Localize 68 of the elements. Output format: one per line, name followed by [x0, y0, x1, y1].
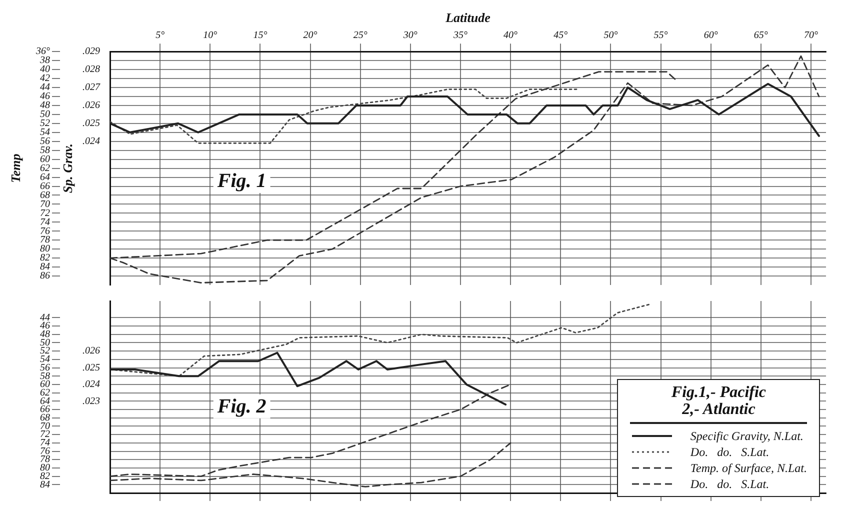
y-tick-label: 64	[40, 396, 50, 407]
legend-label: Do. do. S.Lat.	[690, 476, 770, 492]
x-tick-label: 35°	[452, 30, 468, 42]
y2-axis-title: Sp. Grav.	[60, 143, 76, 194]
y-tick-label: 82	[40, 470, 50, 482]
x-tick-label: 25°	[353, 30, 368, 42]
y2-tick-label: .029	[82, 46, 100, 58]
x-tick-label: 20°	[303, 30, 318, 42]
legend-title: Fig.1,- Pacific 2,- Atlantic	[630, 384, 807, 424]
x-tick-label: 55°	[654, 30, 668, 42]
y-tick-label: 58	[40, 144, 50, 156]
y-tick-label: 78	[40, 234, 50, 246]
y2-tick-label: .024	[82, 379, 100, 390]
y-tick-label: 52	[40, 118, 50, 130]
x-tick-label: 5°	[156, 30, 165, 42]
y-tick-label: 38	[39, 55, 50, 66]
y2-tick-label: .027	[82, 82, 101, 94]
x-tick-label: 15°	[253, 30, 268, 42]
y-tick-label: 74	[40, 216, 50, 228]
y-tick-label: 66	[40, 180, 50, 192]
y-tick-label: 80	[40, 244, 50, 255]
y-tick-label: 68	[40, 190, 50, 201]
y-tick-label: 46	[40, 91, 50, 102]
y2-tick-label: .028	[82, 64, 100, 76]
y-tick-label: 82	[40, 252, 50, 264]
y2-tick-label: .026	[82, 100, 100, 112]
y-tick-label: 70	[40, 198, 50, 210]
y-tick-label: 68	[40, 412, 50, 424]
y-axis-title: Temp	[8, 153, 24, 183]
x-tick-label: 10°	[203, 30, 218, 42]
legend-label: Temp. of Surface, N.Lat.	[690, 460, 807, 476]
annotation: Fig. 1	[216, 170, 266, 192]
y-tick-label: 76	[40, 226, 50, 237]
y-tick-label: 86	[40, 270, 50, 282]
y2-tick-label: .024	[82, 136, 100, 147]
y-tick-label: 84	[40, 479, 50, 490]
annotation: Fig. 2	[216, 395, 266, 418]
y-tick-label: 40	[40, 64, 50, 76]
x-tick-label: 50°	[604, 30, 618, 42]
y2-tick-label: .026	[82, 346, 100, 357]
x-tick-label: 30°	[402, 30, 418, 42]
y-tick-label: 50	[40, 109, 50, 120]
y-tick-label: 56	[40, 136, 50, 147]
legend-label: Specific Gravity, N.Lat.	[690, 428, 804, 444]
y-tick-label: 48	[40, 100, 50, 112]
y-tick-label: 60	[40, 154, 50, 165]
y-tick-label: 62	[40, 162, 50, 174]
x-axis-title: Latitude	[444, 10, 491, 26]
line-series	[110, 442, 512, 488]
line-series	[110, 88, 578, 144]
x-tick-label: 45°	[554, 30, 568, 42]
y-tick-label: 42	[40, 73, 50, 84]
y2-tick-label: .023	[82, 396, 100, 407]
x-tick-label: 65°	[754, 30, 768, 42]
legend-label: Do. do. S.Lat.	[690, 444, 770, 460]
y-tick-label: 62	[40, 387, 50, 398]
y-tick-label: 54	[40, 127, 50, 138]
y-tick-label: 72	[40, 208, 50, 219]
x-tick-label: 60°	[704, 30, 718, 42]
y-tick-label: 64	[40, 172, 50, 183]
x-tick-label: 70°	[804, 30, 818, 42]
y-tick-label: 36°	[35, 46, 50, 58]
y2-tick-label: .025	[82, 362, 100, 374]
line-series	[110, 384, 512, 478]
x-tick-label: 40°	[504, 30, 518, 42]
y-tick-label: 44	[40, 82, 50, 94]
y-tick-label: 84	[40, 262, 50, 273]
y2-tick-label: .025	[82, 118, 100, 130]
